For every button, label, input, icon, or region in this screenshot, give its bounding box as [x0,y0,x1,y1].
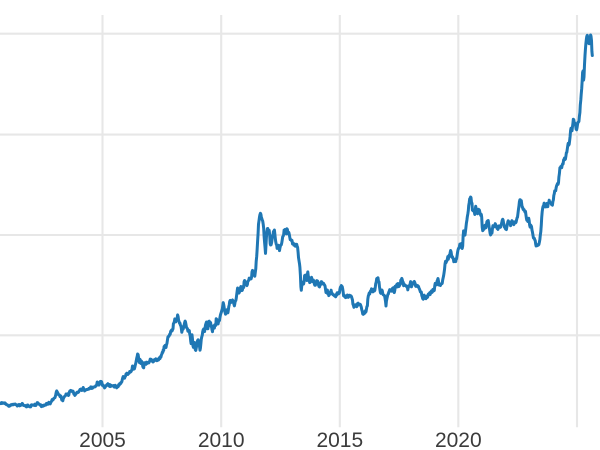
svg-text:2010: 2010 [198,429,245,450]
svg-text:2020: 2020 [435,429,482,450]
svg-text:2005: 2005 [79,429,126,450]
svg-text:2015: 2015 [316,429,363,450]
